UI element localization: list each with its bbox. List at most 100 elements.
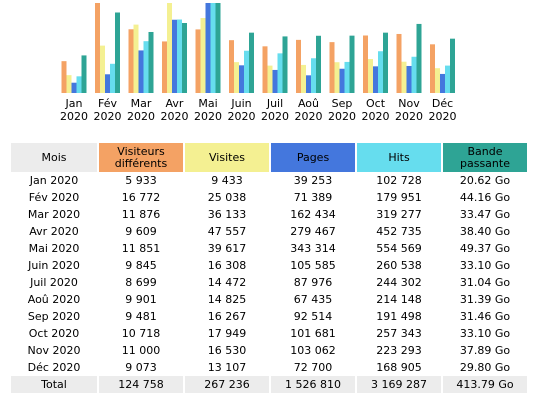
cell-hits: 260 538 <box>376 259 422 272</box>
cell-bandwidth: 31.04 Go <box>459 276 511 289</box>
cell-bandwidth: 29.80 Go <box>459 361 511 374</box>
bar-pages <box>138 50 144 93</box>
cell-month: Sep 2020 <box>27 310 81 323</box>
bar-visitors <box>195 29 201 94</box>
cell-visits: 13 107 <box>207 361 247 374</box>
bar-visits <box>267 65 273 93</box>
table-row: Mai 2020 11 851 39 617 343 314 554 569 49.37 … <box>11 240 527 257</box>
bar-visitors <box>363 35 368 93</box>
cell-bandwidth: 33.47 Go <box>459 208 511 221</box>
cell-bandwidth: 31.46 Go <box>459 310 511 323</box>
monthly-stats-table: Mois Visiteurs différents Visites Pages … <box>9 143 529 393</box>
cell-month: Juil 2020 <box>30 276 78 289</box>
x-tick-month: Déc <box>432 97 453 110</box>
bar-visits <box>334 62 340 93</box>
x-tick-year: 2020 <box>94 110 122 123</box>
cell-bandwidth: 37.89 Go <box>459 344 511 357</box>
bar-visits <box>66 75 72 93</box>
header-month: Mois <box>11 143 97 172</box>
cell-hits: 102 728 <box>376 174 422 187</box>
table-total-row: Total 124 758 267 236 1 526 810 3 169 28… <box>11 376 527 393</box>
x-tick-month: Oct <box>366 97 386 110</box>
bar-visits <box>100 45 105 93</box>
cell-visitors: 9 901 <box>125 293 157 306</box>
cell-bandwidth: 44.16 Go <box>459 191 511 204</box>
cell-visits: 36 133 <box>207 208 247 221</box>
bar-visitors <box>61 61 67 93</box>
cell-visits: 14 472 <box>207 276 247 289</box>
x-tick-year: 2020 <box>261 110 289 123</box>
bar-hits <box>344 61 350 93</box>
bar-hits <box>411 56 417 93</box>
bar-bandwidth <box>349 35 355 93</box>
cell-pages: 67 435 <box>293 293 333 306</box>
cell-visitors: 11 876 <box>121 208 161 221</box>
bar-pages <box>172 19 177 94</box>
cell-visitors: 11 851 <box>121 242 161 255</box>
bar-visitors <box>396 33 402 93</box>
cell-visits: 16 308 <box>207 259 247 272</box>
cell-pages: 343 314 <box>290 242 336 255</box>
x-tick-year: 2020 <box>328 110 356 123</box>
x-tick-year: 2020 <box>194 110 222 123</box>
total-hits: 3 169 287 <box>357 376 441 393</box>
x-tick-month: Nov <box>398 97 420 110</box>
x-tick-month: Juil <box>266 97 283 110</box>
bar-visits <box>200 18 206 94</box>
bar-bandwidth <box>416 23 422 93</box>
cell-month: Mar 2020 <box>27 208 81 221</box>
cell-visits: 9 433 <box>211 174 243 187</box>
cell-pages: 103 062 <box>290 344 336 357</box>
table-row: Jan 2020 5 933 9 433 39 253 102 728 20.62 Go <box>11 172 527 189</box>
bar-visitors <box>329 42 335 93</box>
cell-visitors: 9 073 <box>125 361 157 374</box>
cell-month: Nov 2020 <box>27 344 81 357</box>
header-bandwidth: Bande passante <box>443 143 527 172</box>
bar-pages <box>205 3 211 93</box>
bar-bandwidth <box>182 22 187 94</box>
cell-month: Aoû 2020 <box>27 293 81 306</box>
bar-hits <box>76 76 82 93</box>
x-tick-year: 2020 <box>429 110 457 123</box>
x-tick-year: 2020 <box>295 110 323 123</box>
cell-month: Jan 2020 <box>29 174 79 187</box>
x-tick-month: Mai <box>198 97 217 110</box>
bar-hits <box>143 41 149 93</box>
cell-pages: 39 253 <box>293 174 333 187</box>
cell-hits: 244 302 <box>376 276 422 289</box>
bar-visits <box>301 64 306 93</box>
bar-pages <box>406 65 412 93</box>
bar-bandwidth <box>249 32 254 93</box>
cell-visits: 16 267 <box>207 310 247 323</box>
x-tick-month: Avr <box>166 97 184 110</box>
bar-visits <box>133 24 139 93</box>
header-visits: Visites <box>185 143 269 172</box>
bar-pages <box>306 75 311 93</box>
cell-month: Fév 2020 <box>28 191 80 204</box>
cell-bandwidth: 49.37 Go <box>459 242 511 255</box>
cell-visitors: 9 845 <box>125 259 157 272</box>
cell-visitors: 11 000 <box>121 344 161 357</box>
table-row: Sep 2020 9 481 16 267 92 514 191 498 31.46 Go <box>11 308 527 325</box>
cell-pages: 105 585 <box>290 259 336 272</box>
cell-hits: 223 293 <box>376 344 422 357</box>
total-visitors: 124 758 <box>99 376 183 393</box>
cell-hits: 452 735 <box>376 225 422 238</box>
cell-month: Oct 2020 <box>28 327 80 340</box>
cell-bandwidth: 33.10 Go <box>459 259 511 272</box>
cell-visitors: 9 609 <box>125 225 157 238</box>
table-row: Juil 2020 8 699 14 472 87 976 244 302 31.04 G… <box>11 274 527 291</box>
cell-visits: 25 038 <box>207 191 247 204</box>
x-tick-year: 2020 <box>127 110 155 123</box>
table-row: Avr 2020 9 609 47 557 279 467 452 735 38.40 G… <box>11 223 527 240</box>
cell-hits: 554 569 <box>376 242 422 255</box>
bar-bandwidth <box>316 35 321 93</box>
table-row: Mar 2020 11 876 36 133 162 434 319 277 33.47 … <box>11 206 527 223</box>
header-visitors: Visiteurs différents <box>99 143 183 172</box>
header-hits: Hits <box>357 143 441 172</box>
cell-month: Juin 2020 <box>28 259 80 272</box>
bar-visitors <box>229 40 234 93</box>
x-tick-year: 2020 <box>161 110 189 123</box>
x-tick-month: Juin <box>230 97 251 110</box>
cell-bandwidth: 38.40 Go <box>459 225 511 238</box>
